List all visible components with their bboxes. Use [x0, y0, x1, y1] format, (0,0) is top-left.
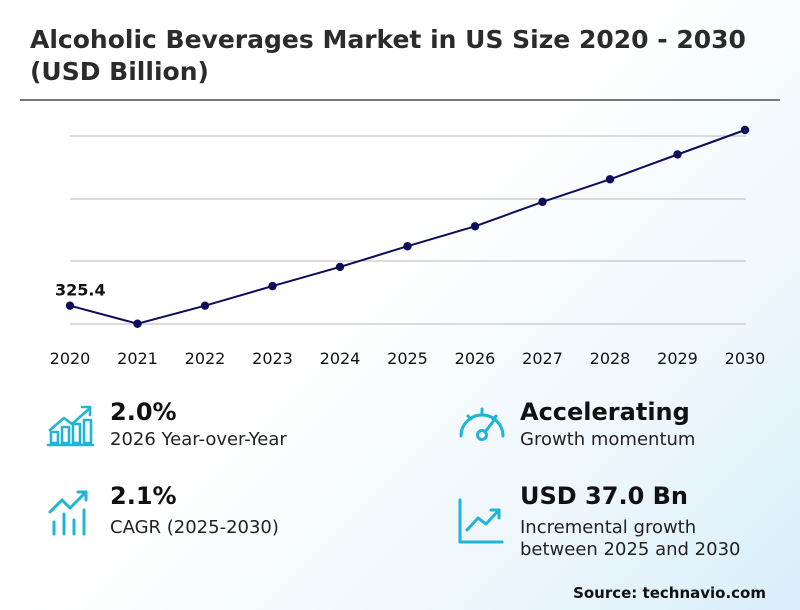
- stat-incremental-value: USD 37.0 Bn: [520, 482, 688, 510]
- stat-cagr-label: CAGR (2025-2030): [110, 517, 279, 538]
- x-tick-2021: 2021: [117, 349, 158, 368]
- x-tick-2022: 2022: [185, 349, 226, 368]
- stat-yoy-label: 2026 Year-over-Year: [110, 429, 287, 450]
- line-chart-icon: [458, 498, 504, 544]
- source-credit: Source: technavio.com: [573, 584, 766, 602]
- stat-momentum-value: Accelerating: [520, 398, 690, 426]
- x-tick-2029: 2029: [657, 349, 698, 368]
- chart-title: Alcoholic Beverages Market in US Size 20…: [30, 25, 746, 86]
- stat-yoy: 2.0% 2026 Year-over-Year: [46, 398, 386, 458]
- data-point-2024: [335, 262, 345, 272]
- stat-momentum: Accelerating Growth momentum: [456, 398, 776, 458]
- x-tick-2030: 2030: [725, 349, 766, 368]
- stat-yoy-value: 2.0%: [110, 398, 177, 426]
- stat-cagr: 2.1% CAGR (2025-2030): [46, 482, 386, 542]
- x-tick-2023: 2023: [252, 349, 293, 368]
- data-point-2028: [605, 175, 615, 184]
- x-tick-2028: 2028: [590, 349, 631, 368]
- data-point-2026: [470, 222, 480, 231]
- speedometer-icon: [459, 407, 505, 441]
- data-point-2030: [740, 125, 750, 135]
- data-point-2029: [673, 150, 682, 159]
- x-tick-2024: 2024: [320, 349, 361, 368]
- data-point-2020: [65, 301, 75, 310]
- data-point-2023: [268, 281, 277, 291]
- data-point-2022: [200, 301, 210, 310]
- x-tick-2027: 2027: [522, 349, 563, 368]
- stat-momentum-label: Growth momentum: [520, 429, 696, 450]
- title-divider: [20, 99, 780, 101]
- data-point-2027: [538, 197, 547, 207]
- data-label-2020: 325.4: [55, 281, 106, 300]
- line-chart: 325.4 2020 2021 2022 2023 2024 2025 2026 2027 20…: [50, 125, 766, 368]
- stat-incremental-label-line2: between 2025 and 2030: [520, 539, 741, 560]
- series-line: [69, 129, 746, 325]
- stat-incremental: USD 37.0 Bn Incremental growth between 2…: [456, 482, 786, 566]
- stat-cagr-value: 2.1%: [110, 482, 177, 510]
- trend-bars-icon: [48, 490, 88, 536]
- x-tick-2020: 2020: [50, 349, 91, 368]
- data-point-2025: [403, 242, 412, 251]
- x-tick-2025: 2025: [387, 349, 428, 368]
- x-tick-2026: 2026: [455, 349, 496, 368]
- bar-chart-growth-icon: [46, 405, 94, 447]
- stat-incremental-label-line1: Incremental growth: [520, 517, 697, 538]
- data-point-2021: [133, 319, 142, 328]
